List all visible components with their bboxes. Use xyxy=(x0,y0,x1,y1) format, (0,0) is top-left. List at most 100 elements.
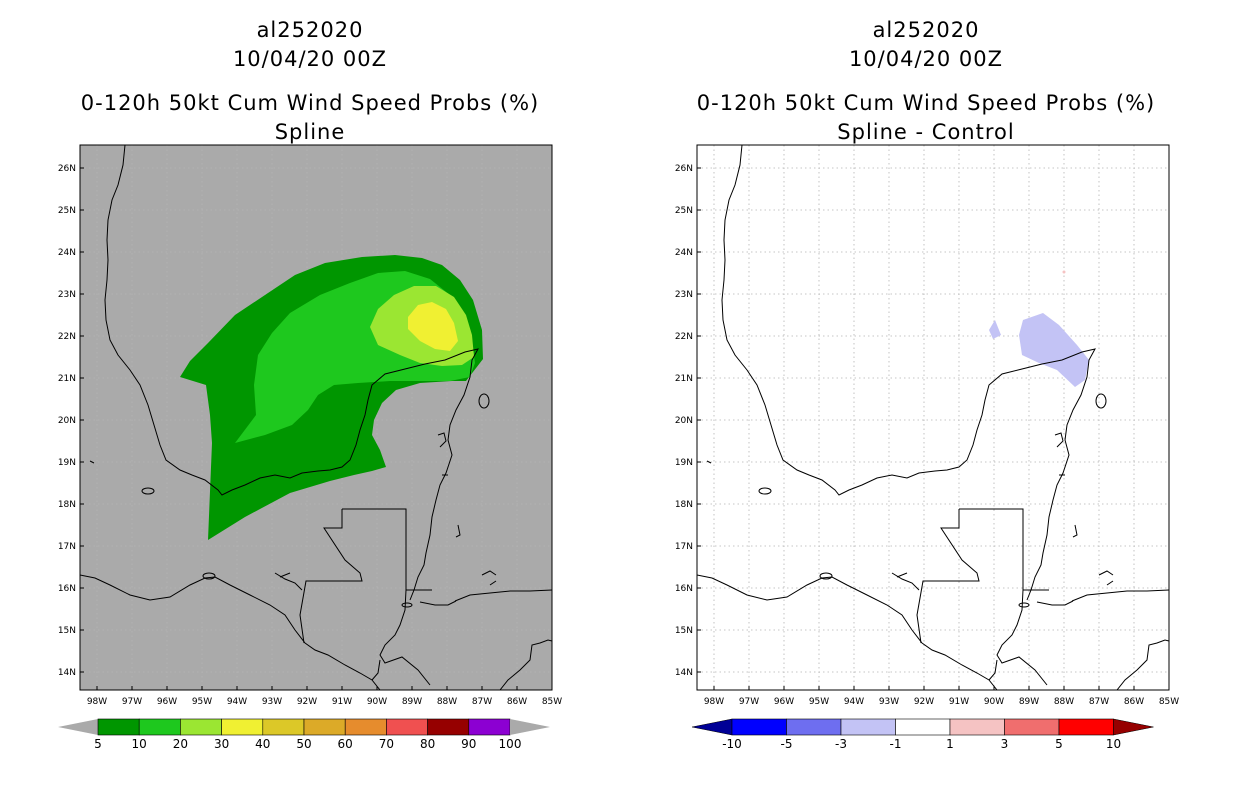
colorbar-label: 50 xyxy=(296,737,311,751)
lon-label: 92W xyxy=(914,697,934,707)
colorbar-label: 40 xyxy=(255,737,270,751)
country-border xyxy=(959,508,1049,591)
lat-label: 17N xyxy=(58,542,76,552)
caribbean-coastline xyxy=(1071,589,1169,602)
lat-label: 16N xyxy=(675,584,693,594)
diff-contour-neg-1-3 xyxy=(1019,313,1089,387)
left-subtitle: Spline xyxy=(274,120,346,144)
colorbar-label: -10 xyxy=(722,737,742,751)
country-border xyxy=(996,589,1048,686)
country-border xyxy=(1036,600,1074,606)
island xyxy=(89,460,95,464)
right-storm-id: al252020 xyxy=(872,18,980,42)
diff-contour-pos-1-3 xyxy=(1062,270,1066,274)
colorbar-label: -5 xyxy=(781,737,793,751)
contour-30-40 xyxy=(408,302,458,351)
lat-label: 25N xyxy=(58,206,76,216)
colorbar-segment xyxy=(840,718,896,736)
caribbean-coastline xyxy=(454,589,552,602)
colorbar-segment xyxy=(1058,718,1114,736)
island xyxy=(478,393,490,409)
map-background xyxy=(697,145,1169,690)
lat-label: 14N xyxy=(58,668,76,678)
island xyxy=(891,572,920,591)
right-subtitle: Spline - Control xyxy=(837,120,1015,144)
lon-label: 98W xyxy=(704,697,724,707)
island xyxy=(481,570,497,576)
lat-label: 15N xyxy=(675,626,693,636)
colorbar-right-arrow xyxy=(510,719,550,735)
colorbar-segment xyxy=(386,718,428,736)
right-map-panel: 26N 25N 24N 23N 22N 21N 20N 19N 18N 17N 16N 15N 14N 9… xyxy=(675,144,1179,707)
lat-label: 24N xyxy=(675,248,693,258)
lon-label: 94W xyxy=(227,697,247,707)
colorbar-segment xyxy=(427,718,470,736)
island xyxy=(274,572,303,591)
lon-label: 90W xyxy=(984,697,1004,707)
lon-label: 88W xyxy=(437,697,457,707)
lon-label: 86W xyxy=(1124,697,1144,707)
lon-label: 87W xyxy=(1089,697,1109,707)
country-border xyxy=(1116,639,1169,690)
colorbar-label: 20 xyxy=(173,737,188,751)
lon-label: 98W xyxy=(87,697,107,707)
right-date: 10/04/20 00Z xyxy=(848,47,1004,71)
lat-label: 23N xyxy=(675,290,693,300)
colorbar-label: 10 xyxy=(1106,737,1121,751)
lat-label: 21N xyxy=(58,374,76,384)
right-colorbar: -10 -5 -3 -1 1 3 5 10 xyxy=(691,718,1154,751)
colorbar-right-arrow xyxy=(1113,718,1154,736)
colorbar-label: -1 xyxy=(890,737,902,751)
colorbar-segment xyxy=(138,718,181,736)
lon-label: 96W xyxy=(774,697,794,707)
lat-label: 20N xyxy=(675,416,693,426)
island xyxy=(455,524,461,538)
map-frame xyxy=(696,144,1170,691)
lon-label: 88W xyxy=(1054,697,1074,707)
colorbar-label: 80 xyxy=(420,737,435,751)
lat-label: 26N xyxy=(675,164,693,174)
lon-label: 93W xyxy=(879,697,899,707)
lat-label: 25N xyxy=(675,206,693,216)
left-product: 0-120h 50kt Cum Wind Speed Probs (%) xyxy=(80,91,540,115)
lat-label: 24N xyxy=(58,248,76,258)
island xyxy=(1054,432,1064,448)
lon-label: 97W xyxy=(122,697,142,707)
island xyxy=(1098,570,1114,576)
lon-label: 89W xyxy=(1019,697,1039,707)
lon-label: 95W xyxy=(809,697,829,707)
colorbar-segment xyxy=(180,718,222,736)
colorbar-label: 100 xyxy=(499,737,522,751)
colorbar-segment xyxy=(1004,718,1060,736)
colorbar-label: 30 xyxy=(214,737,229,751)
pacific-coastline xyxy=(80,574,381,690)
country-border xyxy=(379,589,431,686)
colorbar-label: 3 xyxy=(1001,737,1009,751)
lat-label: 18N xyxy=(675,500,693,510)
left-map-panel: 26N 25N 24N 23N 22N 21N 20N 19N 18N 17N 16N 15N 14N 9… xyxy=(58,144,562,707)
lat-label: 22N xyxy=(675,332,693,342)
country-border xyxy=(916,509,980,644)
lat-label: 18N xyxy=(58,500,76,510)
colorbar-label: -3 xyxy=(835,737,847,751)
lon-label: 91W xyxy=(949,697,969,707)
lon-label: 93W xyxy=(262,697,282,707)
colorbar-label: 60 xyxy=(338,737,353,751)
colorbar-segment xyxy=(895,718,951,736)
right-product: 0-120h 50kt Cum Wind Speed Probs (%) xyxy=(696,91,1156,115)
island xyxy=(896,572,908,578)
colorbar-label: 70 xyxy=(379,737,394,751)
colorbar-segment xyxy=(221,718,264,736)
lat-label: 22N xyxy=(58,332,76,342)
diff-contour-neg-1-3-small xyxy=(989,320,1001,339)
island xyxy=(758,487,772,495)
left-date: 10/04/20 00Z xyxy=(232,47,388,71)
island xyxy=(1095,393,1107,409)
island xyxy=(706,460,712,464)
island xyxy=(437,432,447,448)
country-border xyxy=(371,659,381,681)
map-frame xyxy=(79,144,553,691)
left-title-block: al252020 10/04/20 00Z 0-120h 50kt Cum Wi… xyxy=(60,16,560,147)
country-border xyxy=(342,508,432,591)
